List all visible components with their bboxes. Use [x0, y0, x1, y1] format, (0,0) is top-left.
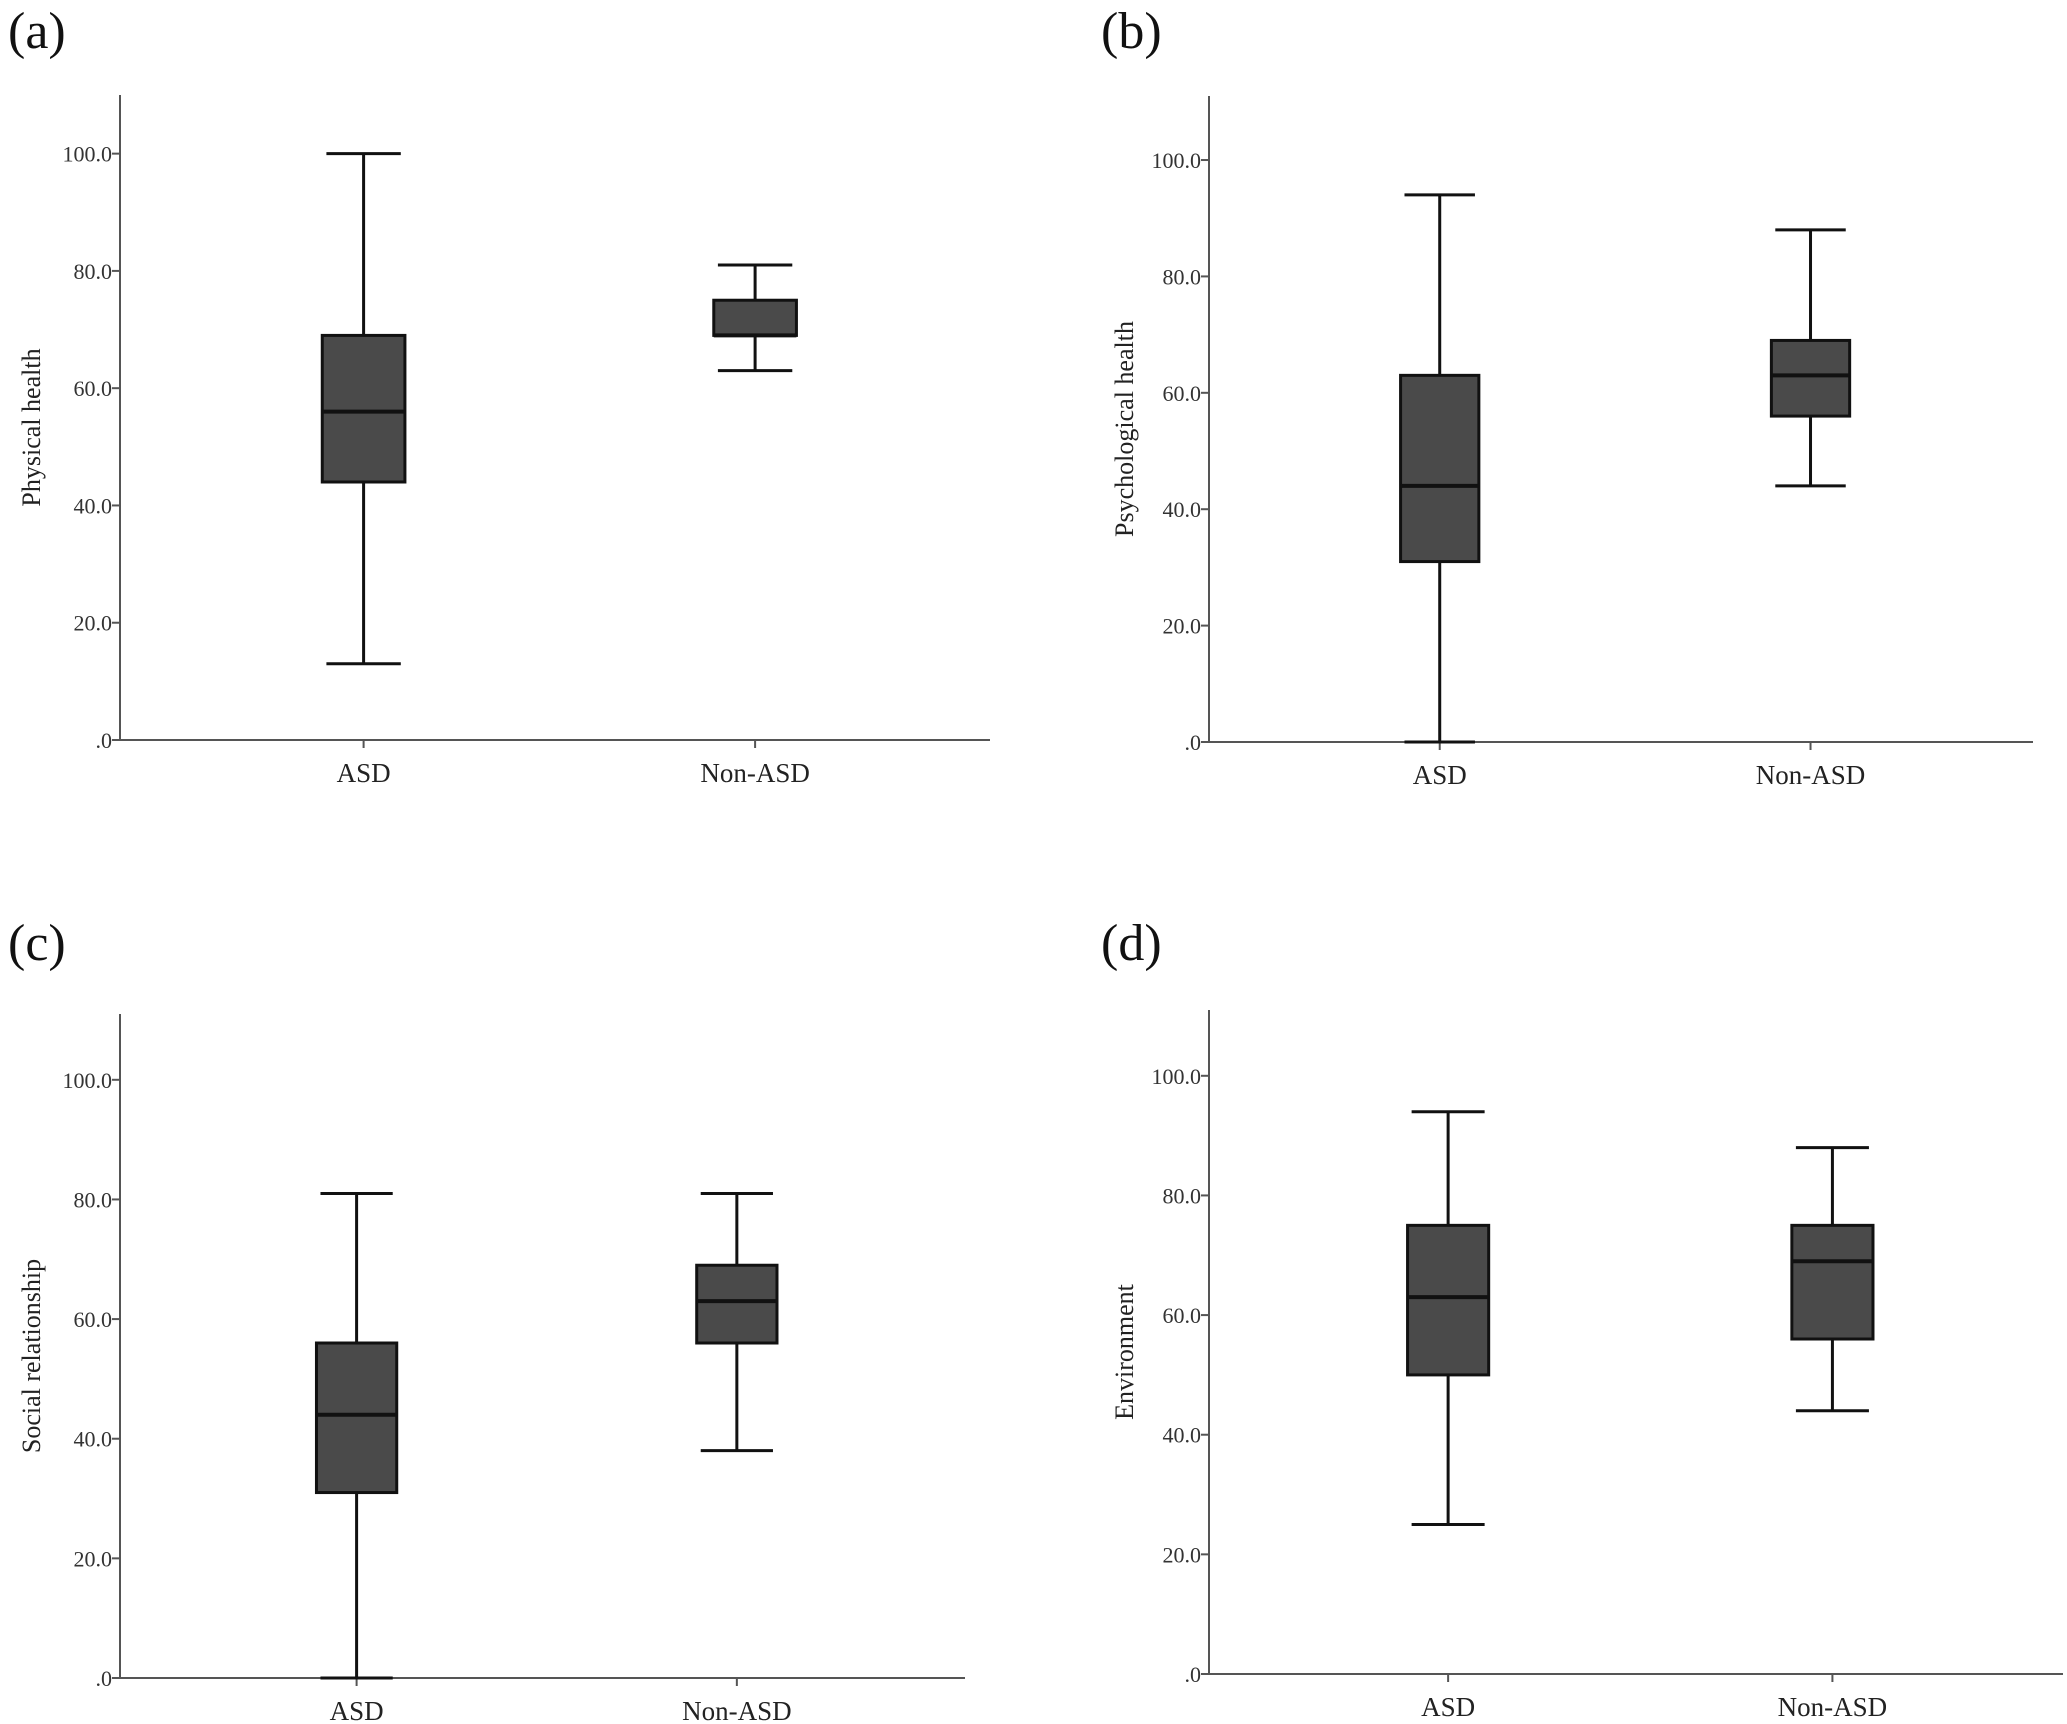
box-asd — [320, 152, 407, 666]
y-tick-label: .0 — [96, 728, 113, 753]
iqr-box — [712, 298, 798, 337]
x-tick-label: ASD — [1413, 760, 1467, 790]
iqr-box — [1399, 373, 1481, 564]
y-tick-label: 100.0 — [63, 142, 113, 167]
y-tick-label: 20.0 — [1163, 1542, 1202, 1567]
x-tick-label: ASD — [1421, 1692, 1475, 1722]
y-tick-label: 20.0 — [1163, 614, 1202, 639]
chart-panel-d: (d) .0 20.0 40.0 60.0 80.0 100.0 Environment AS… — [1033, 862, 2067, 1724]
y-tick-label: 20.0 — [74, 611, 113, 636]
chart-panel-b: (b) .0 20.0 40.0 60.0 80.0 100.0 Psychological… — [1033, 0, 2067, 862]
box-asd — [1406, 1110, 1491, 1526]
iqr-box — [695, 1263, 779, 1345]
y-axis-title: Environment — [1110, 1283, 1139, 1420]
y-axis-title: Social relationship — [17, 1259, 46, 1453]
y-tick-label: 60.0 — [74, 1307, 113, 1332]
box-non-asd — [1769, 228, 1852, 488]
x-tick-label: Non-ASD — [1756, 760, 1866, 790]
y-tick-label: 80.0 — [74, 1187, 113, 1212]
panel-label-b: (b) — [1101, 3, 1162, 60]
iqr-box — [1406, 1223, 1491, 1377]
x-tick-label: Non-ASD — [682, 1696, 792, 1724]
y-tick-label: 60.0 — [1163, 381, 1202, 406]
x-tick-label: Non-ASD — [700, 758, 810, 788]
boxplot-environment: .0 20.0 40.0 60.0 80.0 100.0 Environment ASD Non… — [1110, 1010, 2063, 1722]
y-tick-label: 40.0 — [74, 493, 113, 518]
y-tick-label: 80.0 — [74, 259, 113, 284]
y-tick-label: 60.0 — [74, 376, 113, 401]
chart-panel-c: (c) .0 20.0 40.0 60.0 80.0 100.0 Social relati… — [0, 862, 1033, 1724]
y-axis-title: Psychological health — [1110, 321, 1139, 537]
iqr-box — [1769, 338, 1852, 418]
y-tick-label: 80.0 — [1163, 1183, 1202, 1208]
y-tick-label: .0 — [1185, 1662, 1202, 1687]
panel-label-d: (d) — [1101, 915, 1162, 972]
panel-label-a: (a) — [8, 3, 66, 60]
y-tick-label: 100.0 — [1152, 148, 1202, 173]
chart-panel-a: (a) .0 20.0 40.0 60.0 80.0 100.0 Physical heal… — [0, 0, 1033, 862]
box-asd — [1399, 193, 1481, 744]
boxplot-psychological-health: .0 20.0 40.0 60.0 80.0 100.0 Psychological hea… — [1110, 96, 2033, 790]
y-tick-label: 60.0 — [1163, 1303, 1202, 1328]
iqr-box — [320, 333, 407, 484]
box-non-asd — [712, 263, 798, 373]
iqr-box — [1790, 1223, 1875, 1341]
y-tick-label: 40.0 — [1163, 1423, 1202, 1448]
y-tick-label: 100.0 — [63, 1068, 113, 1093]
boxplot-social-relationship: .0 20.0 40.0 60.0 80.0 100.0 Social relationsh… — [17, 1014, 965, 1724]
boxplot-physical-health: .0 20.0 40.0 60.0 80.0 100.0 Physical health AS… — [17, 95, 990, 788]
y-tick-label: 40.0 — [74, 1427, 113, 1452]
y-tick-label: 20.0 — [74, 1546, 113, 1571]
y-tick-label: .0 — [96, 1666, 113, 1691]
y-tick-label: .0 — [1185, 730, 1202, 755]
iqr-box — [314, 1341, 399, 1495]
y-tick-label: 40.0 — [1163, 497, 1202, 522]
panel-label-c: (c) — [8, 915, 66, 972]
x-tick-label: ASD — [330, 1696, 384, 1724]
y-tick-label: 100.0 — [1152, 1064, 1202, 1089]
y-axis-title: Physical health — [17, 348, 46, 506]
box-non-asd — [695, 1191, 779, 1453]
x-tick-label: Non-ASD — [1778, 1692, 1888, 1722]
box-non-asd — [1790, 1146, 1875, 1413]
box-asd — [314, 1191, 399, 1680]
x-tick-label: ASD — [337, 758, 391, 788]
y-tick-label: 80.0 — [1163, 264, 1202, 289]
